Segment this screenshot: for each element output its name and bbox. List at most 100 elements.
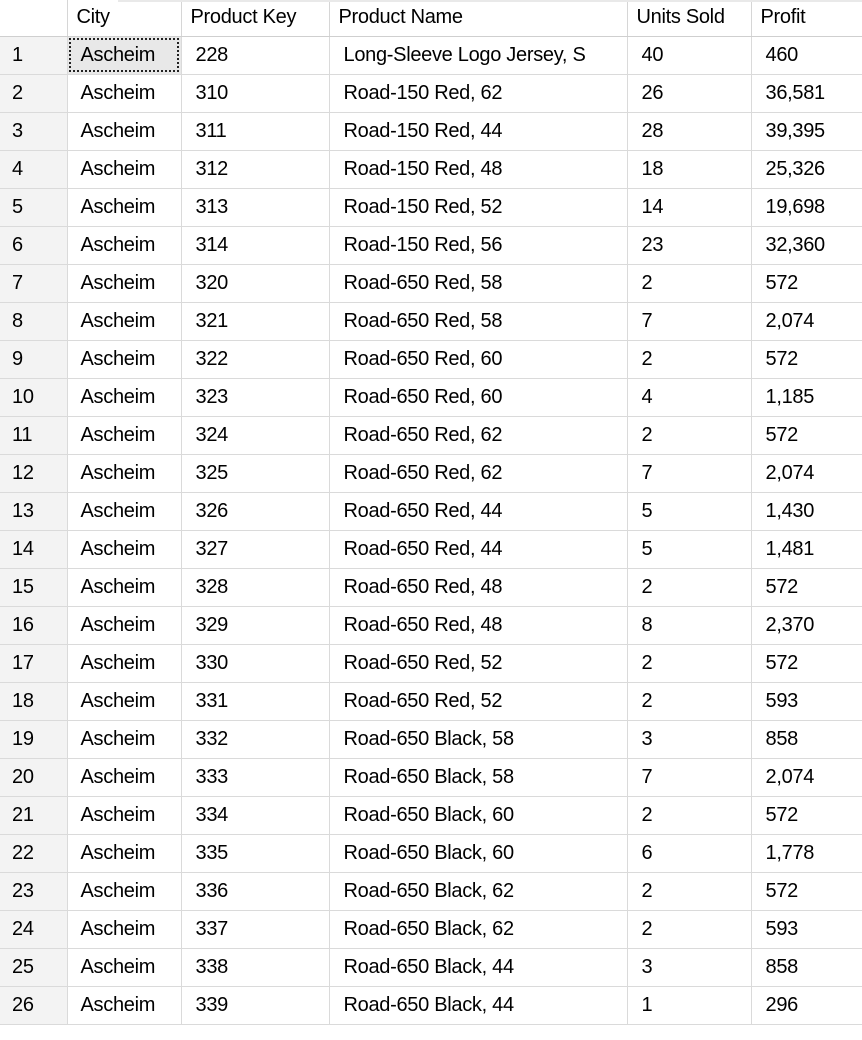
table-row[interactable]: 21 Ascheim 334 Road-650 Black, 60 2 572 <box>0 796 862 835</box>
profit-cell[interactable]: 858 <box>751 948 862 987</box>
product-key-cell[interactable]: 338 <box>181 948 330 987</box>
profit-cell[interactable]: 19,698 <box>751 188 862 227</box>
profit-cell[interactable]: 296 <box>751 986 862 1025</box>
city-cell[interactable]: Ascheim <box>67 758 182 797</box>
product-key-cell[interactable]: 326 <box>181 492 330 531</box>
column-header-product-name[interactable]: Product Name <box>329 0 628 37</box>
product-key-cell[interactable]: 311 <box>181 112 330 151</box>
table-row[interactable]: 16 Ascheim 329 Road-650 Red, 48 8 2,370 <box>0 606 862 645</box>
row-number[interactable]: 22 <box>0 834 68 873</box>
table-row[interactable]: 10 Ascheim 323 Road-650 Red, 60 4 1,185 <box>0 378 862 417</box>
profit-cell[interactable]: 572 <box>751 264 862 303</box>
product-name-cell[interactable]: Road-650 Red, 44 <box>329 530 628 569</box>
product-name-cell[interactable]: Road-650 Black, 44 <box>329 948 628 987</box>
row-number[interactable]: 23 <box>0 872 68 911</box>
units-sold-cell[interactable]: 5 <box>627 530 752 569</box>
row-number[interactable]: 1 <box>0 36 68 75</box>
profit-cell[interactable]: 25,326 <box>751 150 862 189</box>
product-key-cell[interactable]: 320 <box>181 264 330 303</box>
product-name-cell[interactable]: Road-650 Red, 62 <box>329 454 628 493</box>
city-cell[interactable]: Ascheim <box>67 150 182 189</box>
row-number[interactable]: 16 <box>0 606 68 645</box>
table-row[interactable]: 12 Ascheim 325 Road-650 Red, 62 7 2,074 <box>0 454 862 493</box>
city-cell[interactable]: Ascheim <box>67 74 182 113</box>
column-header-city[interactable]: City <box>67 0 182 37</box>
product-name-cell[interactable]: Road-650 Red, 48 <box>329 606 628 645</box>
profit-cell[interactable]: 858 <box>751 720 862 759</box>
units-sold-cell[interactable]: 2 <box>627 910 752 949</box>
city-cell[interactable]: Ascheim <box>67 264 182 303</box>
profit-cell[interactable]: 460 <box>751 36 862 75</box>
product-key-cell[interactable]: 330 <box>181 644 330 683</box>
city-cell[interactable]: Ascheim <box>67 682 182 721</box>
product-key-cell[interactable]: 324 <box>181 416 330 455</box>
row-number[interactable]: 18 <box>0 682 68 721</box>
units-sold-cell[interactable]: 8 <box>627 606 752 645</box>
product-key-cell[interactable]: 327 <box>181 530 330 569</box>
profit-cell[interactable]: 2,074 <box>751 302 862 341</box>
units-sold-cell[interactable]: 3 <box>627 948 752 987</box>
row-number[interactable]: 3 <box>0 112 68 151</box>
product-name-cell[interactable]: Road-650 Red, 58 <box>329 302 628 341</box>
table-row[interactable]: 22 Ascheim 335 Road-650 Black, 60 6 1,778 <box>0 834 862 873</box>
profit-cell[interactable]: 572 <box>751 416 862 455</box>
table-row[interactable]: 7 Ascheim 320 Road-650 Red, 58 2 572 <box>0 264 862 303</box>
city-cell[interactable]: Ascheim <box>67 226 182 265</box>
city-cell[interactable]: Ascheim <box>67 834 182 873</box>
city-cell[interactable]: Ascheim <box>67 36 182 75</box>
profit-cell[interactable]: 572 <box>751 796 862 835</box>
profit-cell[interactable]: 39,395 <box>751 112 862 151</box>
profit-cell[interactable]: 593 <box>751 910 862 949</box>
profit-cell[interactable]: 572 <box>751 644 862 683</box>
product-name-cell[interactable]: Road-150 Red, 52 <box>329 188 628 227</box>
units-sold-cell[interactable]: 18 <box>627 150 752 189</box>
row-number[interactable]: 2 <box>0 74 68 113</box>
product-name-cell[interactable]: Road-650 Red, 52 <box>329 644 628 683</box>
product-name-cell[interactable]: Road-650 Red, 60 <box>329 378 628 417</box>
table-row[interactable]: 23 Ascheim 336 Road-650 Black, 62 2 572 <box>0 872 862 911</box>
column-header-units-sold[interactable]: Units Sold <box>627 0 752 37</box>
profit-cell[interactable]: 2,074 <box>751 758 862 797</box>
table-row[interactable]: 18 Ascheim 331 Road-650 Red, 52 2 593 <box>0 682 862 721</box>
product-name-cell[interactable]: Long-Sleeve Logo Jersey, S <box>329 36 628 75</box>
row-number[interactable]: 8 <box>0 302 68 341</box>
units-sold-cell[interactable]: 4 <box>627 378 752 417</box>
table-row[interactable]: 4 Ascheim 312 Road-150 Red, 48 18 25,326 <box>0 150 862 189</box>
product-name-cell[interactable]: Road-150 Red, 48 <box>329 150 628 189</box>
profit-cell[interactable]: 36,581 <box>751 74 862 113</box>
product-name-cell[interactable]: Road-650 Red, 60 <box>329 340 628 379</box>
product-key-cell[interactable]: 321 <box>181 302 330 341</box>
product-key-cell[interactable]: 332 <box>181 720 330 759</box>
row-number[interactable]: 24 <box>0 910 68 949</box>
profit-cell[interactable]: 1,481 <box>751 530 862 569</box>
row-number[interactable]: 13 <box>0 492 68 531</box>
table-row[interactable]: 19 Ascheim 332 Road-650 Black, 58 3 858 <box>0 720 862 759</box>
product-key-cell[interactable]: 339 <box>181 986 330 1025</box>
city-cell[interactable]: Ascheim <box>67 530 182 569</box>
table-row[interactable]: 3 Ascheim 311 Road-150 Red, 44 28 39,395 <box>0 112 862 151</box>
units-sold-cell[interactable]: 7 <box>627 454 752 493</box>
table-row[interactable]: 26 Ascheim 339 Road-650 Black, 44 1 296 <box>0 986 862 1025</box>
table-row[interactable]: 11 Ascheim 324 Road-650 Red, 62 2 572 <box>0 416 862 455</box>
city-cell[interactable]: Ascheim <box>67 568 182 607</box>
profit-cell[interactable]: 2,370 <box>751 606 862 645</box>
units-sold-cell[interactable]: 23 <box>627 226 752 265</box>
units-sold-cell[interactable]: 40 <box>627 36 752 75</box>
city-cell[interactable]: Ascheim <box>67 606 182 645</box>
table-row[interactable]: 15 Ascheim 328 Road-650 Red, 48 2 572 <box>0 568 862 607</box>
units-sold-cell[interactable]: 6 <box>627 834 752 873</box>
product-key-cell[interactable]: 310 <box>181 74 330 113</box>
profit-cell[interactable]: 593 <box>751 682 862 721</box>
units-sold-cell[interactable]: 26 <box>627 74 752 113</box>
product-name-cell[interactable]: Road-650 Red, 58 <box>329 264 628 303</box>
row-number[interactable]: 19 <box>0 720 68 759</box>
product-name-cell[interactable]: Road-650 Red, 44 <box>329 492 628 531</box>
profit-cell[interactable]: 2,074 <box>751 454 862 493</box>
product-name-cell[interactable]: Road-650 Black, 62 <box>329 910 628 949</box>
profit-cell[interactable]: 1,778 <box>751 834 862 873</box>
units-sold-cell[interactable]: 2 <box>627 264 752 303</box>
product-key-cell[interactable]: 312 <box>181 150 330 189</box>
row-number[interactable]: 6 <box>0 226 68 265</box>
units-sold-cell[interactable]: 1 <box>627 986 752 1025</box>
city-cell[interactable]: Ascheim <box>67 948 182 987</box>
